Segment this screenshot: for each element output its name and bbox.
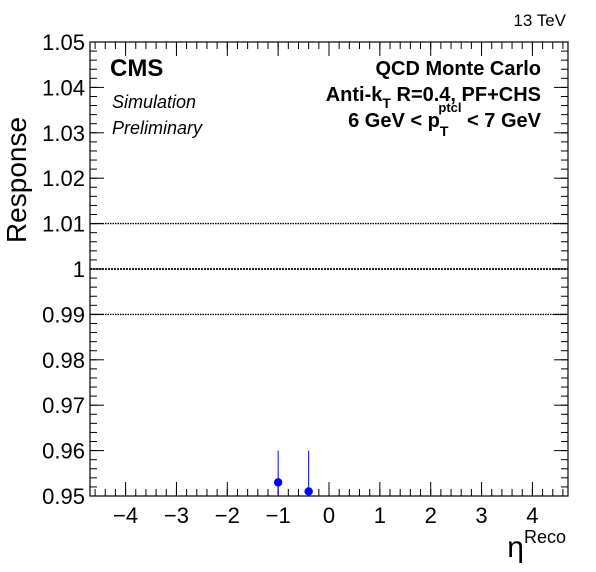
y-tick-label: 1.05 [42,30,85,55]
pt-range-superscript: ptcl [438,100,461,115]
plot-frame [89,41,569,497]
pt-range-subscript: T [440,123,449,139]
energy-label: 13 TeV [513,11,566,30]
y-tick-label: 1.03 [42,121,85,146]
x-axis-title: ηReco [507,527,566,564]
data-point [273,478,283,487]
y-axis-title: Response [1,117,32,243]
algorithm-prefix: Anti-k [326,84,384,106]
x-axis-symbol: η [507,531,524,564]
data-series [273,450,313,496]
data-point [304,487,313,496]
y-tick-label: 0.96 [42,439,85,464]
preliminary-label: Preliminary [112,118,203,138]
x-tick-label: 4 [526,503,538,528]
pt-range-prefix: 6 GeV < p [348,110,440,132]
x-tick-label: −2 [215,503,240,528]
x-tick-label: 0 [323,503,335,528]
x-tick-label: −3 [164,503,189,528]
reference-lines [90,222,568,316]
sample-label: QCD Monte Carlo [375,58,541,80]
pt-range-label: 6 GeV < pTptcl < 7 GeV [348,100,542,139]
y-tick-label: 0.95 [42,484,85,509]
y-tick-label: 1 [73,257,85,282]
experiment-label: CMS [110,55,163,82]
y-tick-label: 1.04 [42,75,85,100]
y-tick-labels: 0.95 0.96 0.97 0.98 0.99 1 1.01 1.02 1.03 1.04 1.0… [42,30,85,509]
x-tick-label: 3 [475,503,487,528]
x-tick-label: 2 [425,503,437,528]
y-tick-label: 1.02 [42,166,85,191]
simulation-label: Simulation [112,92,196,112]
x-tick-label: −1 [266,503,291,528]
x-tick-label: 1 [374,503,386,528]
y-tick-label: 0.99 [42,302,85,327]
x-axis-superscript: Reco [524,527,566,547]
y-tick-label: 1.01 [42,212,85,237]
y-tick-label: 0.97 [42,393,85,418]
pt-range-suffix: < 7 GeV [462,110,542,132]
algorithm-label: Anti-kT R=0.4, PF+CHS [326,84,541,111]
x-tick-labels: −4 −3 −2 −1 0 1 2 3 4 [113,503,538,528]
algorithm-subscript: T [382,95,391,111]
x-tick-label: −4 [113,503,138,528]
algorithm-suffix: R=0.4, PF+CHS [391,84,541,106]
y-tick-label: 0.98 [42,348,85,373]
